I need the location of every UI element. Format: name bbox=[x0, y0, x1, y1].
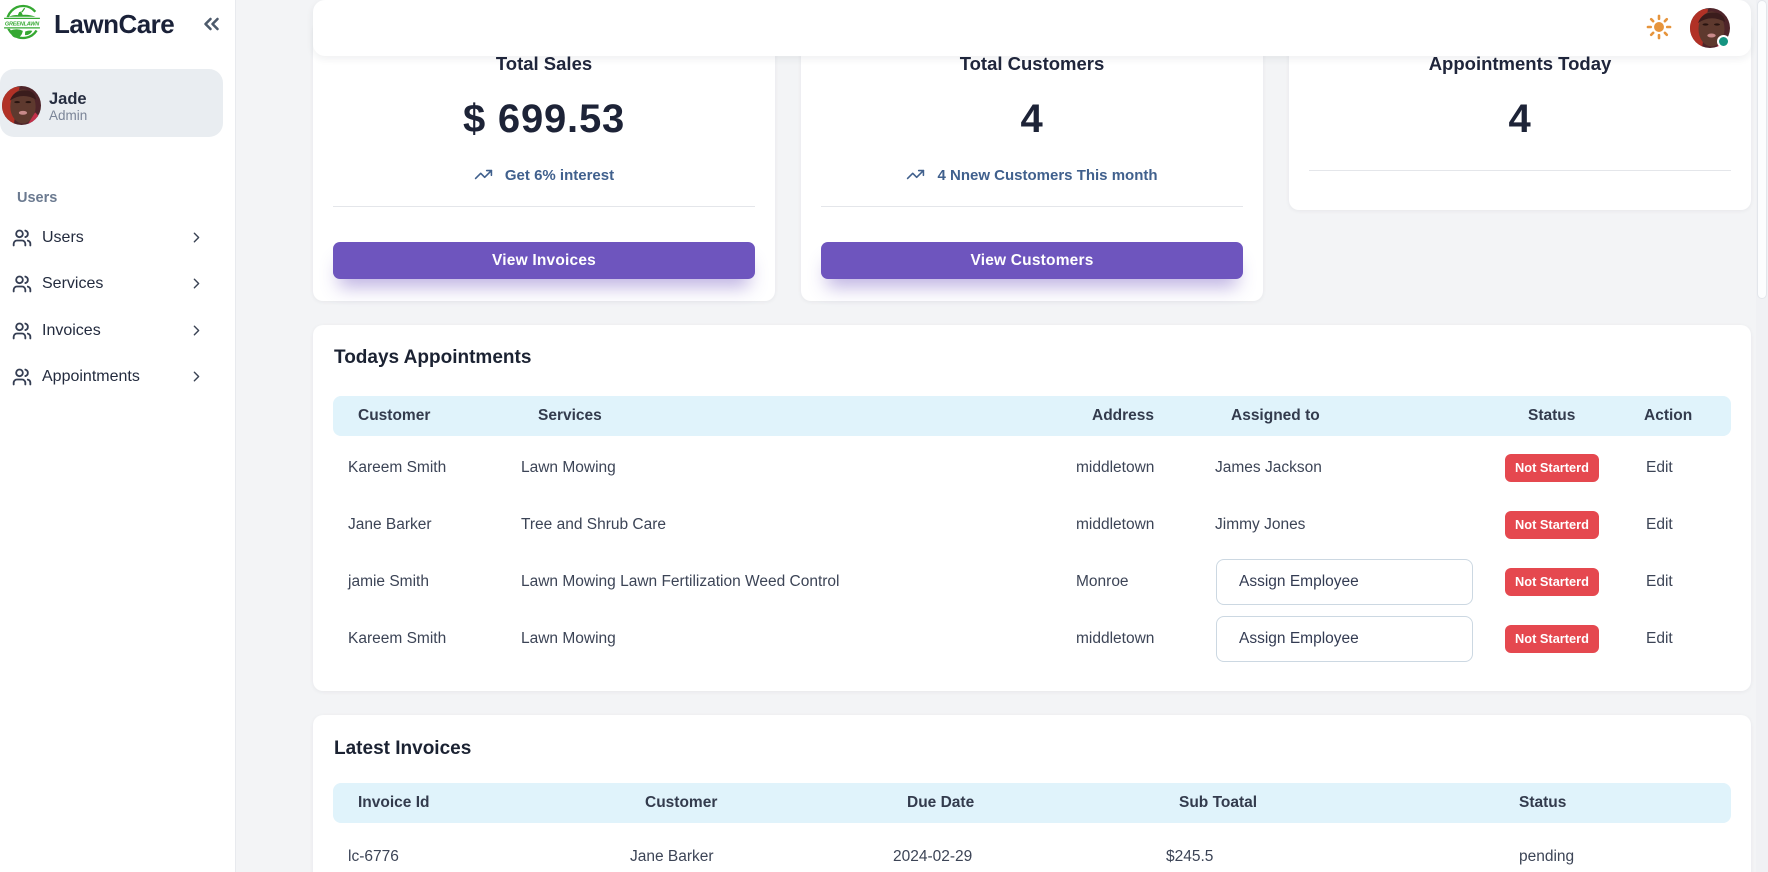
svg-text:GREENLAWN: GREENLAWN bbox=[5, 21, 40, 27]
